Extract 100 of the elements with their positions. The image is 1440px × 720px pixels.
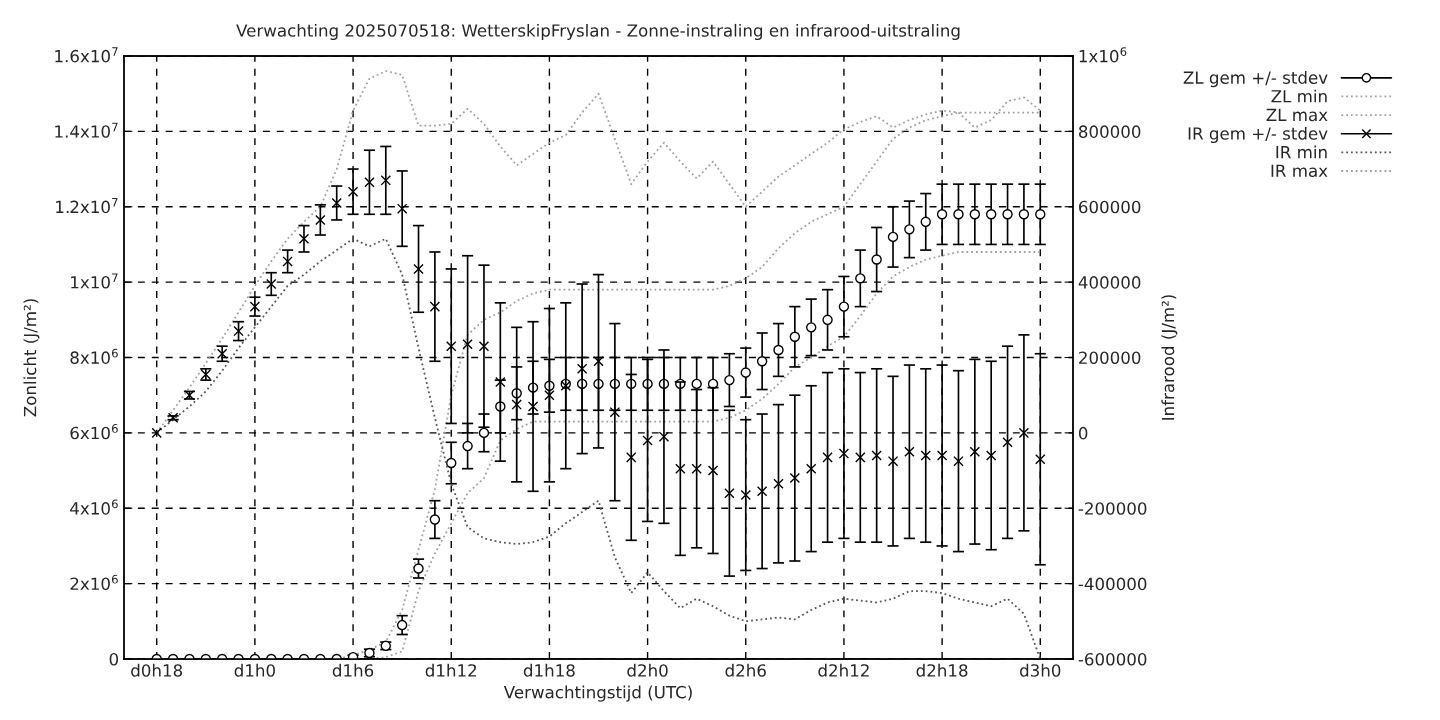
- y2-tick-label: -200000: [1078, 502, 1147, 515]
- point: [805, 322, 817, 333]
- point: [953, 209, 964, 220]
- chart-title: Verwachting 2025070518: WetterskipFryslan - Zonne-instraling en infrarood-uitstraling: [236, 23, 960, 41]
- point: [658, 431, 670, 442]
- point: [1035, 454, 1046, 465]
- point: [446, 457, 457, 469]
- y-tick-label: 8x10$^{6}$: [70, 348, 118, 364]
- point: [1002, 437, 1013, 448]
- point: [920, 216, 931, 228]
- point: [151, 427, 162, 439]
- point: [773, 344, 784, 356]
- point: [511, 399, 522, 410]
- legend-label: ZL gem +/- stdev: [1183, 71, 1328, 88]
- point: [462, 339, 473, 350]
- point: [756, 486, 768, 497]
- point: [462, 440, 473, 452]
- point: [233, 325, 244, 337]
- point: [1018, 427, 1030, 439]
- point: [691, 378, 702, 390]
- point: [691, 463, 702, 474]
- point: [969, 209, 981, 220]
- x-tick-label: d0h18: [131, 663, 183, 677]
- point: [266, 278, 277, 290]
- point: [953, 455, 964, 467]
- point: [724, 374, 735, 386]
- legend-label: IR gem +/- stdev: [1188, 126, 1328, 144]
- point: [822, 452, 833, 463]
- point: [838, 448, 850, 459]
- legend-label: IR max: [1271, 164, 1328, 178]
- y-tick-label: 2x10$^{6}$: [70, 574, 118, 591]
- y2-tick-label: 400000: [1078, 276, 1141, 289]
- y-tick-label: 1.6x10$^{7}$: [55, 47, 118, 63]
- point: [576, 363, 588, 375]
- point: [756, 356, 768, 367]
- legend-label: ZL min: [1271, 89, 1327, 103]
- x-tick-label: d2h18: [916, 663, 968, 677]
- point: [478, 340, 490, 352]
- point: [446, 340, 457, 352]
- point: [904, 224, 915, 235]
- point: [396, 619, 408, 631]
- y2-tick-label: 800000: [1078, 125, 1141, 138]
- y2-tick-label: 0: [1078, 426, 1088, 440]
- y2-tick-label: -400000: [1078, 577, 1147, 591]
- point: [789, 472, 801, 484]
- point: [282, 256, 293, 267]
- point: [969, 446, 981, 457]
- x-tick-label: d3h0: [1020, 663, 1061, 677]
- point: [347, 186, 359, 197]
- y-tick-label: 1.4x10$^{7}$: [55, 122, 118, 138]
- point: [740, 367, 751, 378]
- y2-tick-label: 1x10$^{6}$: [1079, 47, 1127, 63]
- legend-label: IR min: [1276, 145, 1327, 159]
- point: [855, 452, 866, 463]
- point: [773, 478, 784, 489]
- point: [626, 452, 637, 463]
- point: [822, 314, 833, 326]
- point: [789, 331, 801, 342]
- x-tick-label: d2h6: [725, 663, 766, 677]
- point: [216, 348, 228, 359]
- y-tick-label: 6x10$^{6}$: [70, 424, 118, 440]
- point: [675, 463, 686, 474]
- y-axis-title: Zonlicht (J/m²): [23, 299, 40, 417]
- x-tick-label: d1h0: [234, 663, 275, 677]
- point: [936, 450, 948, 461]
- point: [167, 412, 179, 424]
- point: [478, 427, 490, 439]
- y-tick-label: 0: [109, 652, 119, 666]
- point: [609, 406, 621, 418]
- y2-axis-title: Infrarood (J/m²): [1161, 295, 1178, 420]
- point: [527, 401, 539, 412]
- y2-tick-label: 200000: [1079, 351, 1141, 365]
- point: [364, 177, 375, 188]
- point: [298, 233, 310, 244]
- point: [707, 465, 719, 476]
- y-tick-label: 1x10$^{7}$: [71, 273, 118, 289]
- x-tick-label: d1h6: [332, 663, 374, 677]
- y-tick-label: 1.2x10$^{7}$: [56, 198, 118, 214]
- point: [904, 446, 915, 457]
- point: [413, 563, 424, 574]
- point: [805, 463, 817, 474]
- y2-tick-label: 600000: [1079, 200, 1141, 214]
- point: [396, 203, 408, 214]
- point: [642, 435, 653, 446]
- point: [936, 209, 948, 220]
- point: [544, 389, 555, 401]
- point: [1035, 209, 1046, 220]
- point: [920, 450, 931, 461]
- point: [495, 376, 506, 388]
- x-axis-title: Verwachtingstijd (UTC): [503, 685, 692, 702]
- point: [249, 301, 261, 312]
- point: [331, 197, 342, 209]
- point: [1002, 209, 1013, 220]
- point: [740, 489, 751, 501]
- y2-tick-label: -600000: [1078, 652, 1147, 666]
- point: [724, 487, 735, 499]
- x-tick-label: d2h0: [627, 663, 668, 677]
- point: [429, 301, 441, 312]
- point: [1018, 209, 1030, 220]
- point: [887, 231, 899, 243]
